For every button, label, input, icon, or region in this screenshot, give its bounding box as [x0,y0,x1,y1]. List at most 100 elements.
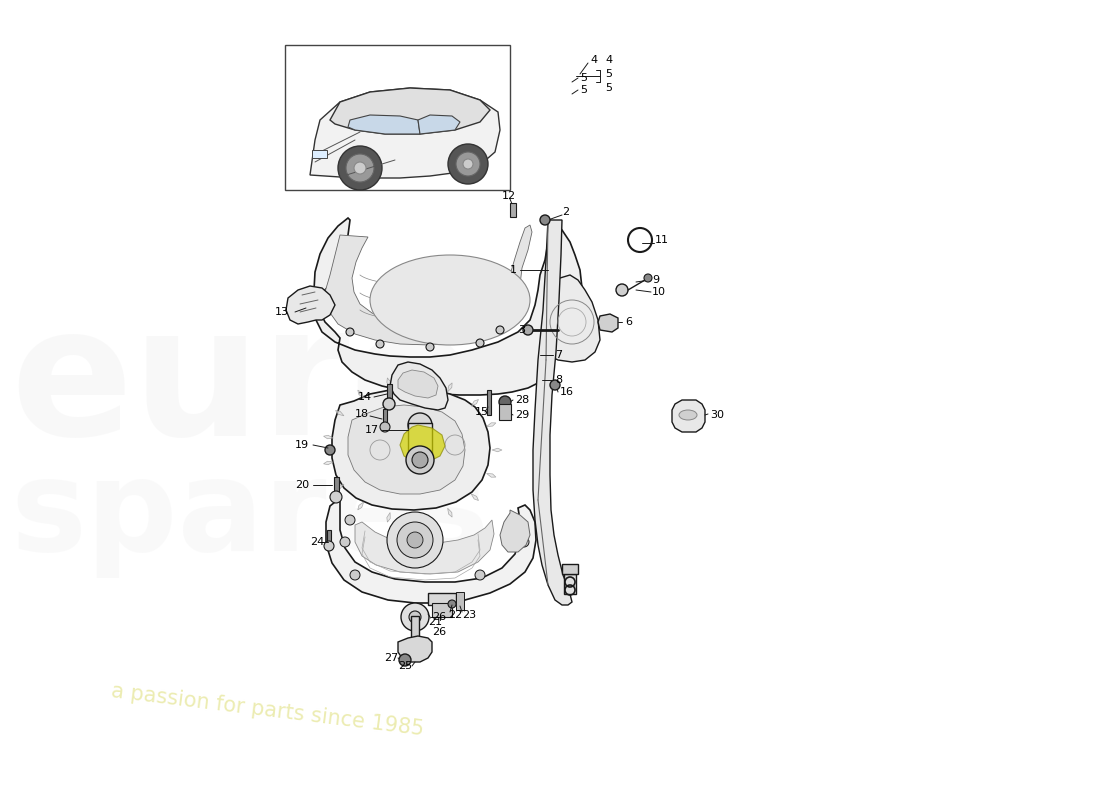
Polygon shape [336,484,344,490]
Polygon shape [486,422,496,426]
Bar [428,593,456,605]
Bar [487,390,491,415]
Polygon shape [310,88,500,178]
Text: 4: 4 [605,55,612,65]
Bar [456,592,464,610]
Polygon shape [332,389,490,510]
Polygon shape [286,286,336,324]
Text: 1: 1 [510,265,517,275]
Bar [312,150,327,158]
Circle shape [512,515,521,525]
Text: euro: euro [10,297,474,473]
Polygon shape [418,115,460,134]
Text: 13: 13 [275,307,289,317]
Circle shape [644,274,652,282]
Circle shape [426,343,434,351]
Text: 4: 4 [590,55,597,65]
Circle shape [406,446,434,474]
Polygon shape [358,502,364,510]
Polygon shape [448,508,452,517]
Bar [408,423,432,458]
Circle shape [330,491,342,503]
Polygon shape [323,435,333,438]
Circle shape [409,611,421,623]
Text: 23: 23 [462,610,476,620]
Polygon shape [358,390,364,398]
Text: 30: 30 [710,410,724,420]
Circle shape [496,326,504,334]
Text: 16: 16 [560,387,574,397]
Text: 12: 12 [502,191,516,201]
Circle shape [456,152,480,176]
Polygon shape [348,115,420,134]
Text: 19: 19 [295,440,309,450]
Bar [334,477,339,495]
Circle shape [448,144,488,184]
Circle shape [448,600,456,608]
Text: 5: 5 [580,73,587,83]
Text: 2: 2 [562,207,569,217]
Circle shape [399,654,411,666]
Polygon shape [598,314,618,332]
Polygon shape [448,383,452,392]
Circle shape [376,340,384,348]
Bar [499,404,512,420]
Ellipse shape [370,255,530,345]
Polygon shape [500,510,530,552]
Circle shape [407,532,424,548]
Bar [411,616,419,642]
Circle shape [402,603,429,631]
Polygon shape [486,474,496,478]
Text: 5: 5 [605,83,612,93]
Text: 22: 22 [448,610,462,620]
Circle shape [338,146,382,190]
Polygon shape [348,405,465,494]
Circle shape [340,537,350,547]
Text: 27: 27 [384,653,398,663]
Text: 25: 25 [398,661,412,671]
Text: 21: 21 [428,617,442,627]
Bar [562,564,578,574]
Circle shape [387,512,443,568]
Circle shape [499,396,512,408]
Text: 20: 20 [295,480,309,490]
Bar [387,384,392,402]
Polygon shape [418,514,421,525]
Text: 8: 8 [556,375,562,385]
Circle shape [324,541,334,551]
Bar [564,574,576,594]
Polygon shape [471,399,478,406]
Text: 5: 5 [605,69,612,79]
Circle shape [412,452,428,468]
Circle shape [354,162,366,174]
Circle shape [345,515,355,525]
Polygon shape [355,520,494,574]
Text: 6: 6 [625,317,632,327]
Circle shape [324,445,336,455]
Circle shape [379,422,390,432]
Polygon shape [398,370,438,398]
Circle shape [397,522,433,558]
Text: 14: 14 [358,392,372,402]
Text: 28: 28 [515,395,529,405]
Text: 9: 9 [652,275,659,285]
Polygon shape [418,375,421,386]
Bar [432,603,452,617]
Circle shape [550,380,560,390]
Text: 10: 10 [652,287,666,297]
Ellipse shape [679,410,697,420]
Text: 7: 7 [556,350,562,360]
Bar [510,203,516,217]
Bar [383,409,387,425]
Polygon shape [314,218,582,395]
Circle shape [616,284,628,296]
Text: 3: 3 [518,325,525,335]
Text: 15: 15 [475,407,490,417]
Polygon shape [323,462,333,465]
Bar [285,45,510,190]
Text: a passion for parts since 1985: a passion for parts since 1985 [110,681,425,739]
Text: 5: 5 [580,85,587,95]
Polygon shape [492,448,502,452]
Circle shape [519,537,529,547]
Polygon shape [471,494,478,501]
